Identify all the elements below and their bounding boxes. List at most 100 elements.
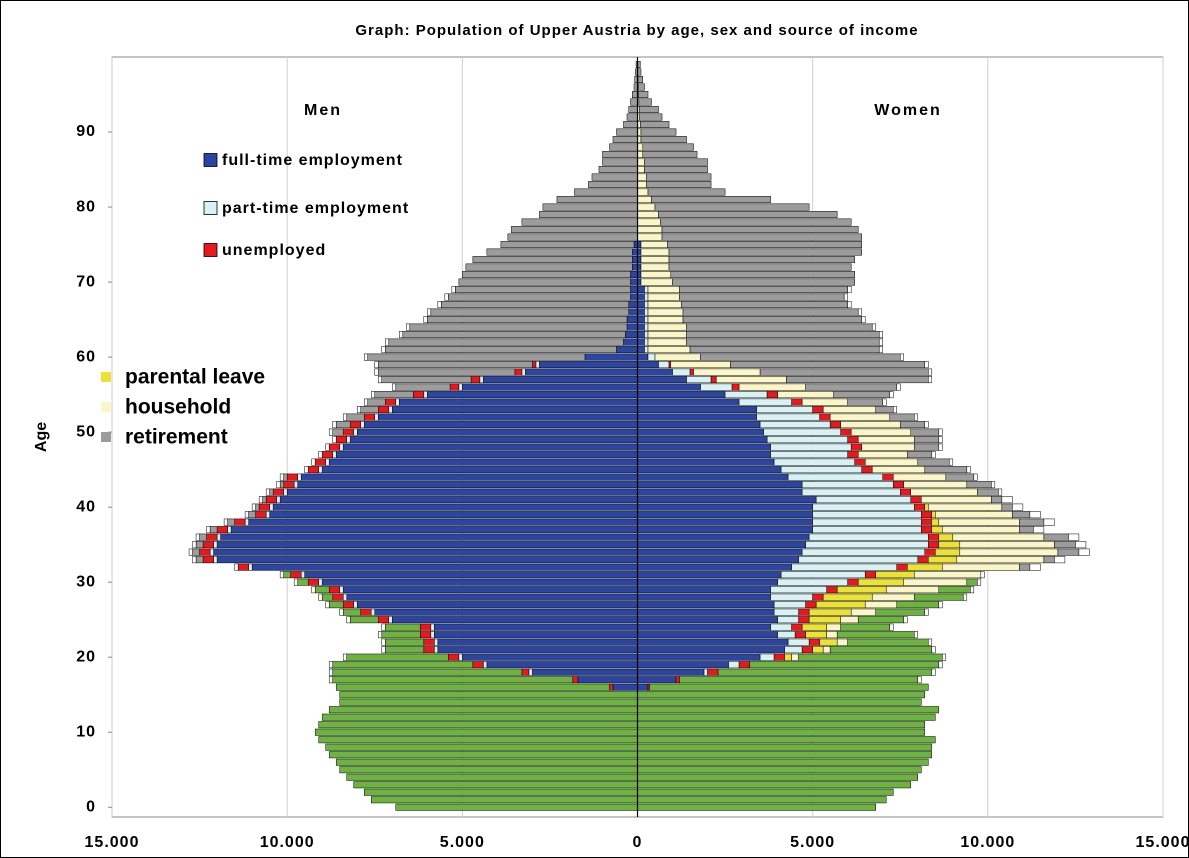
bar-segment: [928, 376, 933, 384]
bar-segment: [812, 511, 922, 519]
bar-segment: [328, 586, 340, 594]
bar-segment: [637, 458, 775, 466]
bar-segment: [861, 466, 873, 474]
bar-segment: [644, 293, 649, 301]
bar-segment: [949, 458, 954, 466]
bar-segment: [738, 398, 792, 406]
bar-segment: [367, 398, 386, 406]
bar-segment: [1043, 556, 1055, 564]
bar-segment: [637, 188, 649, 196]
bar-segment: [639, 113, 663, 121]
bar-segment: [483, 661, 488, 669]
bar-segment: [346, 773, 638, 781]
bar-segment: [819, 413, 831, 421]
bar-segment: [770, 623, 792, 631]
bar-segment: [896, 383, 901, 391]
bar-segment: [293, 578, 298, 586]
bar-segment: [896, 563, 908, 571]
bar-segment: [339, 586, 344, 594]
bar-segment: [1012, 511, 1031, 519]
bar-segment: [378, 368, 516, 376]
bar-segment: [700, 353, 901, 361]
bar-segment: [637, 413, 757, 421]
bar-segment: [794, 631, 806, 639]
bar-segment: [875, 406, 894, 414]
bar-segment: [427, 316, 628, 324]
bar-segment: [637, 376, 687, 384]
bar-segment: [931, 668, 936, 676]
bar-segment: [637, 233, 663, 241]
bar-segment: [959, 548, 1059, 556]
bar-segment: [977, 578, 982, 586]
bar-segment: [857, 451, 908, 459]
bar-segment: [437, 301, 442, 309]
bar-segment: [265, 488, 270, 496]
bar-segment: [640, 278, 673, 286]
bar-segment: [970, 586, 975, 594]
bar-segment: [300, 473, 638, 481]
bar-segment: [363, 353, 368, 361]
bar-segment: [914, 413, 919, 421]
bar-segment: [269, 503, 274, 511]
bar-segment: [328, 458, 638, 466]
x-tick-label: 5.000: [440, 834, 485, 851]
bar-segment: [914, 631, 919, 639]
bar-segment: [693, 368, 761, 376]
bar-segment: [759, 368, 929, 376]
bar-segment: [321, 713, 638, 721]
bar-segment: [637, 533, 810, 541]
bar-segment: [328, 443, 340, 451]
bar-segment: [434, 646, 439, 654]
bar-segment: [889, 623, 894, 631]
bar-segment: [812, 503, 915, 511]
bar-segment: [805, 541, 929, 549]
bar-segment: [938, 661, 943, 669]
y-tick-label: 40: [76, 498, 96, 515]
y-tick-label: 30: [76, 573, 96, 590]
bar-segment: [703, 668, 708, 676]
bar-segment: [349, 436, 638, 444]
bar-segment: [637, 638, 789, 646]
bar-segment: [318, 578, 323, 586]
bar-segment: [244, 511, 249, 519]
bar-segment: [637, 443, 771, 451]
bar-segment: [637, 541, 806, 549]
bar-segment: [646, 173, 712, 181]
bar-segment: [921, 511, 933, 519]
bar-segment: [956, 556, 1045, 564]
bar-segment: [577, 676, 638, 684]
bar-segment: [626, 316, 638, 324]
bar-segment: [642, 143, 694, 151]
bar-segment: [1043, 533, 1069, 541]
bar-segment: [1054, 541, 1076, 549]
bar-segment: [437, 638, 638, 646]
bar-segment: [829, 413, 890, 421]
bar-segment: [921, 496, 992, 504]
bar-segment: [637, 383, 701, 391]
bar-segment: [864, 601, 897, 609]
bar-segment: [265, 511, 270, 519]
bar-segment: [381, 376, 472, 384]
bar-segment: [917, 676, 922, 684]
bar-segment: [871, 593, 915, 601]
bar-segment: [791, 623, 803, 631]
bar-segment: [332, 676, 573, 684]
bar-segment: [938, 428, 943, 436]
bar-segment: [819, 638, 838, 646]
bar-segment: [353, 601, 358, 609]
bar-segment: [892, 406, 897, 414]
bar-segment: [780, 571, 866, 579]
bar-segment: [332, 593, 344, 601]
bar-segment: [1075, 541, 1087, 549]
legend-label: parental leave: [125, 366, 265, 389]
bar-segment: [630, 286, 638, 294]
bar-segment: [637, 346, 645, 354]
bar-segment: [279, 571, 284, 579]
bar-segment: [637, 713, 936, 721]
bar-segment: [360, 406, 379, 414]
y-tick-label: 90: [76, 123, 96, 140]
bar-segment: [777, 578, 848, 586]
bar-segment: [784, 646, 803, 654]
bar-segment: [815, 496, 912, 504]
chart-title: Graph: Population of Upper Austria by ag…: [355, 22, 918, 39]
